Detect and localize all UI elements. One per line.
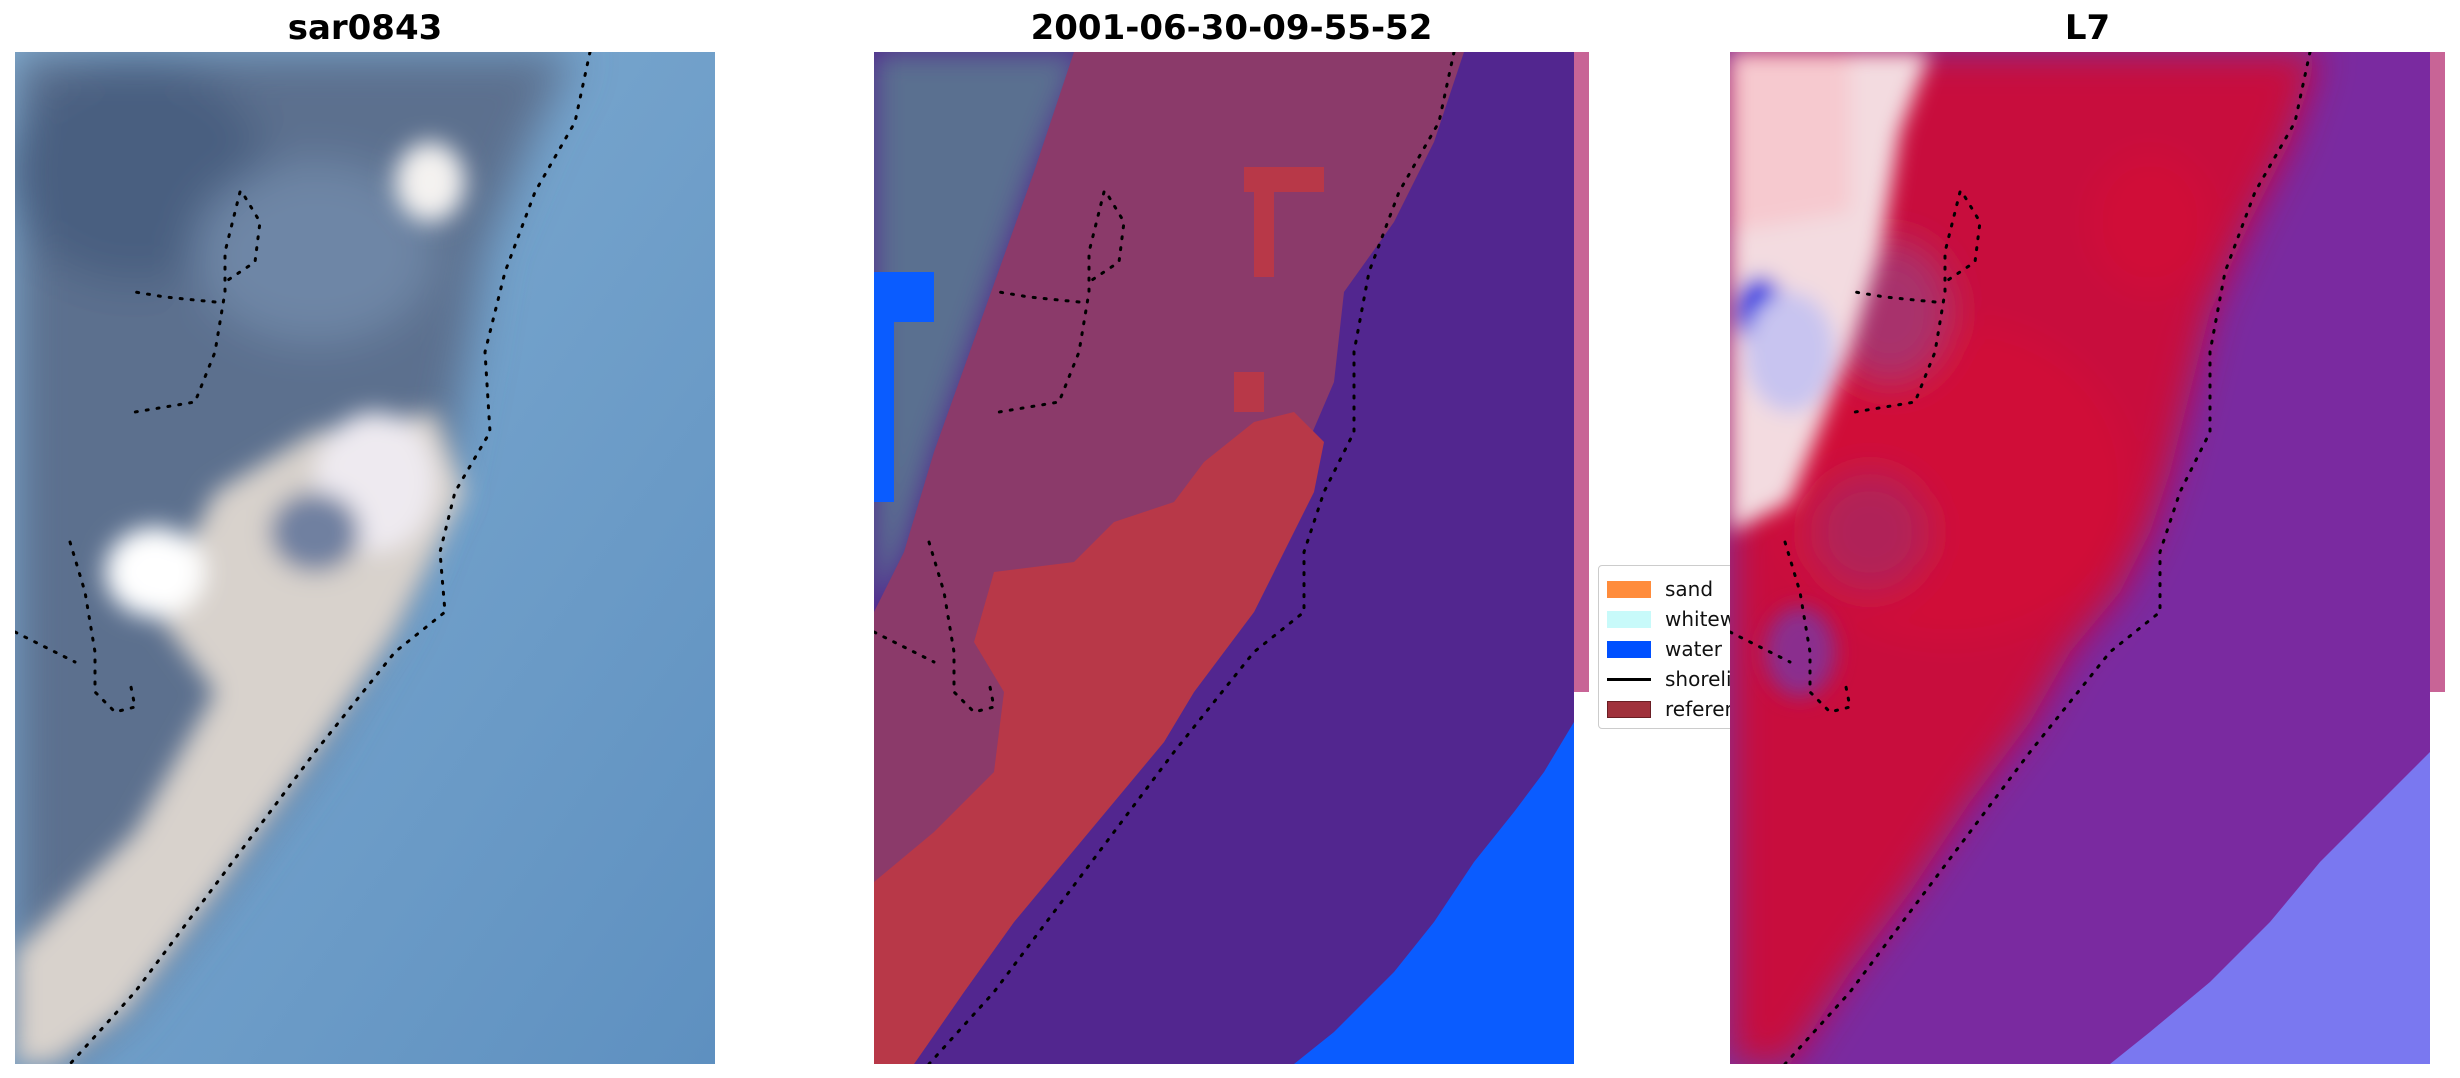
legend-item-sand: sand [1607,574,1817,604]
shoreline-reference-2 [874,52,1456,1064]
legend-swatch-water [1607,640,1651,658]
legend-line-shoreline [1607,677,1651,681]
legend-label-water: water [1665,637,1722,661]
blue-water-region [2110,752,2430,1064]
classified-water-left [874,272,934,502]
classified-water-right [1294,722,1574,1064]
bright-patch [105,527,205,617]
legend-swatch-whitewater [1607,610,1651,628]
beach-sand-region [15,412,465,1064]
panel-title-1: sar0843 [287,8,443,48]
right-edge-strip-3 [2430,52,2445,692]
legend-swatch-sand [1607,580,1651,598]
shoreline-reference-3 [1730,52,2312,1064]
legend-item-water: water [1607,634,1817,664]
right-edge-strip [1574,52,1589,692]
probability-panel [1730,52,2445,1064]
shoreline-reference [15,52,592,1064]
satellite-image-panel [15,52,715,1064]
panel-title-3: L7 [2064,8,2111,48]
legend-swatch-reference [1607,700,1651,718]
classified-sand-region [874,167,1324,1064]
panel-title-2: 2001-06-30-09-55-52 [1030,8,1433,48]
legend-label-sand: sand [1665,577,1714,601]
classification-panel [874,52,1589,1064]
